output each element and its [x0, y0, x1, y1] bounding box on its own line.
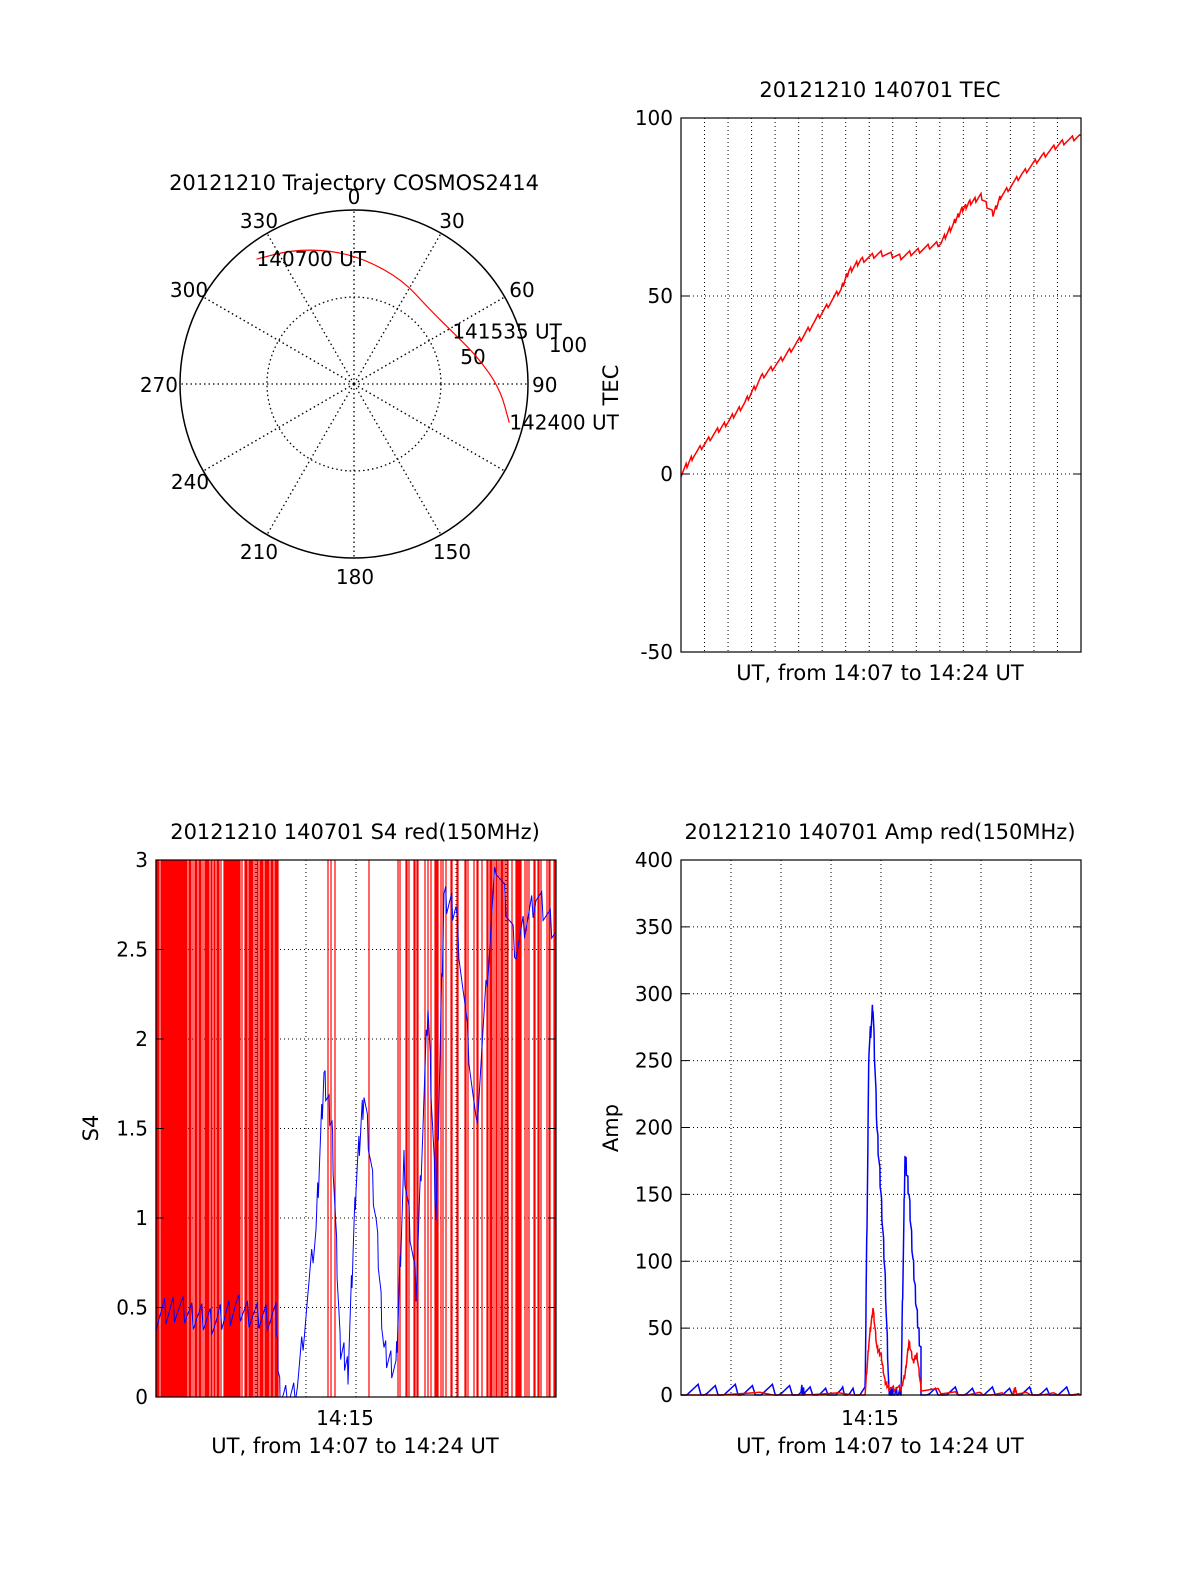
- y-tick-label: 350: [635, 915, 673, 939]
- y-tick-label: 100: [635, 1249, 673, 1273]
- y-tick-label: 200: [635, 1116, 673, 1140]
- amp-grid: [681, 860, 1081, 1395]
- y-tick-label: 50: [648, 284, 673, 308]
- polar-spoke-210: [266, 383, 355, 536]
- angle-label-180: 180: [336, 565, 374, 589]
- s4-x-label: UT, from 14:07 to 14:24 UT: [211, 1434, 499, 1458]
- polar-spoke-240: [202, 383, 355, 472]
- y-tick-label: 300: [635, 982, 673, 1006]
- polar-title: 20121210 Trajectory COSMOS2414: [169, 171, 539, 195]
- polar-spoke-300: [202, 296, 355, 385]
- tec-series-line: [680, 133, 1082, 478]
- s4-panel: 20121210 140701 S4 red(150MHz) 0 0.5 1 1.5 2…: [79, 820, 557, 1458]
- trajectory-label-0: 140700 UT: [257, 247, 367, 271]
- y-tick-label: 0.5: [116, 1296, 148, 1320]
- s4-title: 20121210 140701 S4 red(150MHz): [170, 820, 540, 844]
- angle-label-0: 0: [348, 185, 361, 209]
- trajectory-label-1: 141535 UT: [452, 320, 562, 344]
- tec-panel: 20121210 140701 TEC -50 0 50 100 UT, from 1…: [599, 78, 1082, 685]
- amp-x-tick-1415: 14:15: [841, 1406, 899, 1430]
- tec-y-ticks: -50 0 50 100: [635, 106, 1081, 664]
- angle-label-210: 210: [240, 540, 278, 564]
- tec-plot-frame: [680, 117, 1082, 653]
- polar-grid: [180, 210, 528, 558]
- angle-label-30: 30: [439, 209, 464, 233]
- angle-label-150: 150: [433, 540, 471, 564]
- tec-grid: [681, 118, 1081, 652]
- tec-x-label: UT, from 14:07 to 14:24 UT: [736, 661, 1024, 685]
- amp-y-ticks: 0 50 100 150 200 250 300 350 400: [635, 848, 1081, 1407]
- y-tick-label: 150: [635, 1182, 673, 1206]
- y-tick-label: 1: [135, 1206, 148, 1230]
- angle-label-240: 240: [171, 470, 209, 494]
- trajectory-labels: 140700 UT 141535 UT 142400 UT: [257, 247, 620, 435]
- polar-spoke-120: [353, 383, 506, 472]
- y-tick-label: 1.5: [116, 1117, 148, 1141]
- trajectory-label-2: 142400 UT: [509, 411, 619, 435]
- radius-label-100: 100: [549, 333, 587, 357]
- amp-y-label: Amp: [599, 1104, 623, 1152]
- amp-panel: 20121210 140701 Amp red(150MHz) 0 50 100 15…: [599, 820, 1082, 1458]
- y-tick-label: 100: [635, 106, 673, 130]
- amp-title: 20121210 140701 Amp red(150MHz): [684, 820, 1075, 844]
- s4-y-label: S4: [79, 1115, 103, 1142]
- angle-label-60: 60: [509, 278, 534, 302]
- amp-red-series-line: [681, 1307, 1082, 1396]
- angle-label-330: 330: [240, 209, 278, 233]
- y-tick-label: 50: [648, 1316, 673, 1340]
- s4-y-ticks: 0 0.5 1 1.5 2 2.5 3: [116, 848, 556, 1409]
- amp-x-label: UT, from 14:07 to 14:24 UT: [736, 1434, 1024, 1458]
- y-tick-label: 250: [635, 1049, 673, 1073]
- y-tick-label: 400: [635, 848, 673, 872]
- angle-label-270: 270: [140, 373, 178, 397]
- polar-panel: 20121210 Trajectory COSMOS2414 0 30 60 9…: [140, 171, 620, 589]
- radius-label-50: 50: [460, 345, 485, 369]
- s4-x-tick-1415: 14:15: [316, 1406, 374, 1430]
- tec-title: 20121210 140701 TEC: [759, 78, 1000, 102]
- y-tick-label: 3: [135, 848, 148, 872]
- polar-outer-circle: [179, 209, 529, 559]
- polar-spoke-30: [353, 232, 442, 385]
- polar-spoke-330: [266, 232, 355, 385]
- polar-spoke-60: [353, 296, 506, 385]
- y-tick-label: 0: [135, 1385, 148, 1409]
- angle-label-300: 300: [170, 278, 208, 302]
- y-tick-label: 0: [660, 462, 673, 486]
- tec-y-label: TEC: [599, 365, 623, 407]
- polar-spoke-150: [353, 383, 442, 536]
- y-tick-label: 2.5: [116, 938, 148, 962]
- y-tick-label: 0: [660, 1383, 673, 1407]
- polar-angle-labels: 0 30 60 90 150 180 210 240 270 300 330 5…: [140, 185, 587, 589]
- s4-blue-series-line: [155, 867, 557, 1398]
- trajectory-line: [256, 249, 510, 423]
- y-tick-label: -50: [640, 640, 673, 664]
- y-tick-label: 2: [135, 1027, 148, 1051]
- angle-label-90: 90: [532, 373, 557, 397]
